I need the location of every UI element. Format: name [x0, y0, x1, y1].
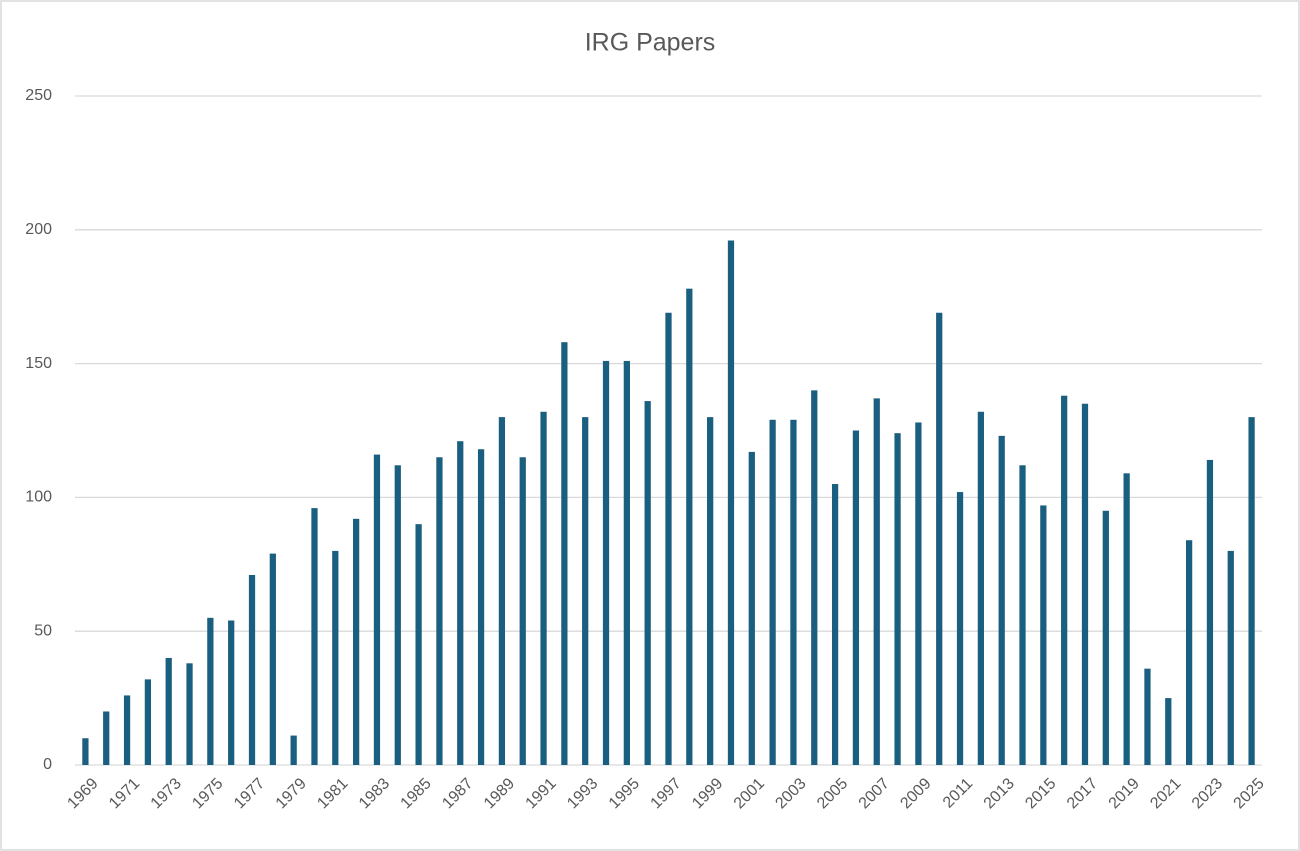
bar — [894, 433, 901, 765]
bar — [1165, 698, 1172, 765]
bar — [727, 240, 735, 765]
bar — [915, 422, 922, 765]
bar — [1061, 395, 1068, 765]
bar — [811, 390, 818, 765]
bar — [332, 550, 339, 765]
bar — [623, 360, 630, 765]
bar — [457, 441, 464, 765]
y-tick-label: 150 — [25, 355, 52, 372]
bar — [1206, 459, 1214, 765]
bar — [1102, 510, 1109, 765]
bar — [936, 312, 943, 765]
bar — [123, 695, 131, 765]
bar — [436, 457, 443, 765]
bar — [1081, 403, 1089, 765]
bar — [82, 738, 89, 765]
bar — [415, 524, 422, 765]
bar — [1185, 540, 1193, 765]
bar — [540, 411, 547, 765]
bar — [790, 419, 797, 765]
bar — [144, 679, 152, 765]
bar — [686, 288, 693, 765]
bar — [477, 449, 485, 765]
y-tick-label: 200 — [25, 221, 52, 238]
bar — [748, 451, 755, 765]
bar — [1040, 505, 1047, 765]
bar — [373, 454, 381, 765]
bar — [561, 342, 568, 765]
y-tick-label: 250 — [25, 87, 52, 104]
bar — [1227, 550, 1234, 765]
y-tick-label: 100 — [25, 489, 52, 506]
bar — [498, 417, 506, 765]
y-tick-label: 50 — [34, 622, 52, 639]
bar — [998, 435, 1005, 765]
bar — [1019, 465, 1026, 765]
bar — [831, 484, 839, 765]
bar — [207, 617, 214, 765]
bar — [977, 411, 984, 765]
bar — [311, 508, 318, 765]
bar — [602, 360, 610, 765]
bar — [665, 312, 672, 765]
bar — [956, 492, 964, 765]
bar — [1144, 668, 1151, 765]
bar — [186, 663, 193, 765]
bar — [1248, 417, 1255, 765]
bar — [165, 657, 172, 765]
bar — [519, 457, 526, 765]
bar — [852, 430, 860, 765]
bar — [290, 735, 297, 765]
bar — [269, 553, 276, 765]
y-tick-label: 0 — [43, 756, 52, 773]
bar — [873, 398, 880, 765]
chart-title: IRG Papers — [585, 29, 716, 57]
bar — [769, 419, 776, 765]
bar — [1123, 473, 1130, 765]
bar — [394, 465, 401, 765]
bar — [228, 620, 235, 765]
bar — [707, 417, 714, 765]
bar — [644, 401, 651, 765]
bar — [582, 417, 589, 765]
bar — [248, 575, 256, 765]
bar — [353, 518, 360, 765]
bar — [103, 711, 110, 765]
